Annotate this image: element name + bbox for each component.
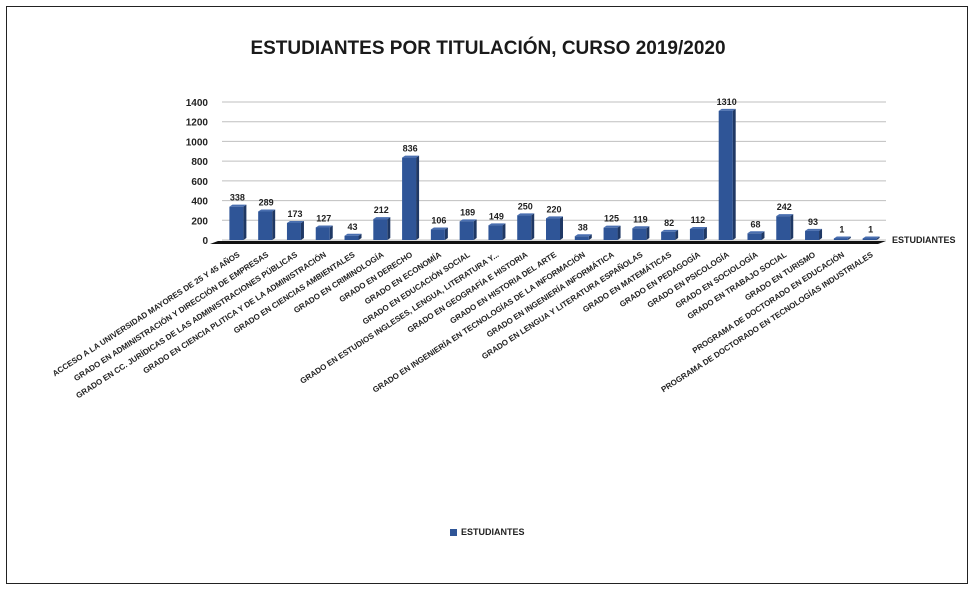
bar	[258, 209, 276, 240]
x-category-label: GRADO EN ADMINISTRACIÓN Y DIRECCIÓN DE E…	[72, 250, 270, 383]
y-tick-label: 1000	[186, 137, 209, 148]
data-label: 93	[808, 217, 818, 227]
y-tick-label: 200	[191, 216, 208, 227]
bar	[402, 155, 420, 240]
data-label: 43	[348, 222, 358, 232]
series-axis-label: ESTUDIANTES	[892, 235, 956, 245]
data-label: 836	[403, 144, 418, 154]
data-label: 1310	[717, 97, 737, 107]
bar	[689, 226, 707, 240]
y-tick-label: 1200	[186, 118, 209, 129]
data-label: 125	[604, 214, 619, 224]
bar	[603, 225, 621, 240]
bar	[229, 204, 247, 240]
bar	[459, 219, 477, 240]
data-label: 250	[518, 201, 533, 211]
bar	[747, 231, 765, 240]
y-tick-label: 600	[191, 177, 208, 188]
data-label: 173	[287, 209, 302, 219]
bar	[315, 225, 333, 240]
bar	[632, 226, 650, 240]
data-label: 38	[578, 222, 588, 232]
data-label: 82	[664, 218, 674, 228]
chart-title: ESTUDIANTES POR TITULACIÓN, CURSO 2019/2…	[250, 38, 726, 59]
data-label: 212	[374, 205, 389, 215]
data-label: 106	[431, 216, 446, 226]
bar	[430, 227, 448, 240]
y-tick-label: 400	[191, 197, 208, 208]
bar	[344, 233, 362, 240]
y-tick-label: 0	[202, 236, 208, 247]
data-label: 68	[750, 219, 760, 229]
data-label: 119	[633, 214, 648, 224]
data-label: 338	[230, 193, 245, 203]
legend-label: ESTUDIANTES	[461, 527, 525, 537]
bar	[833, 236, 851, 240]
y-tick-label: 800	[191, 157, 208, 168]
chart-floor	[210, 241, 886, 244]
bar	[286, 220, 304, 240]
bar	[517, 213, 535, 240]
bar	[776, 214, 794, 240]
data-label: 1	[839, 225, 844, 235]
data-label: 127	[316, 213, 331, 223]
bar	[805, 228, 823, 240]
data-label: 1	[868, 225, 873, 235]
bar	[862, 236, 880, 240]
data-label: 149	[489, 211, 504, 221]
data-label: 112	[691, 215, 706, 225]
bar	[574, 234, 592, 240]
bar	[546, 216, 563, 240]
x-category-label: ACCESO A LA UNIVERSIDAD MAYORES DE 25 Y …	[51, 250, 242, 378]
legend: ESTUDIANTES	[450, 527, 525, 537]
bar	[661, 229, 679, 240]
data-label: 289	[259, 198, 274, 208]
legend-swatch	[450, 528, 457, 536]
data-label: 189	[460, 207, 475, 217]
bar	[373, 217, 391, 240]
bar	[488, 223, 506, 240]
y-tick-label: 1400	[186, 98, 209, 109]
data-label: 220	[546, 204, 561, 214]
data-label: 242	[777, 202, 792, 212]
bar	[718, 108, 736, 240]
x-category-label: GRADO EN CC. JURÍDICAS DE LAS ADMINISTRA…	[74, 250, 299, 401]
